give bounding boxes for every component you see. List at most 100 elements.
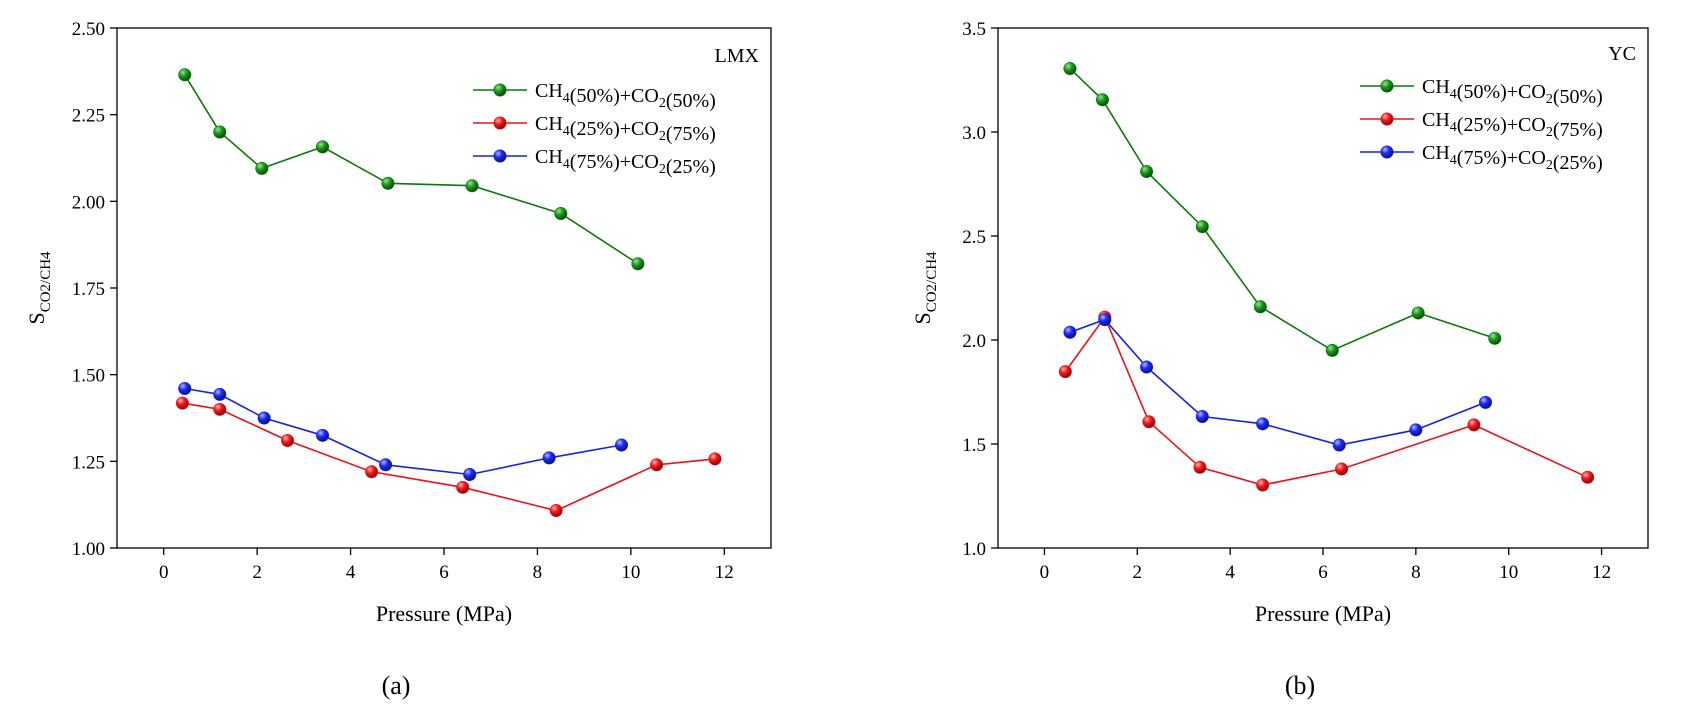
data-point	[365, 465, 379, 479]
data-point	[615, 438, 629, 452]
data-point	[456, 480, 470, 494]
data-point	[1256, 478, 1270, 492]
x-tick-label: 2	[252, 562, 262, 583]
data-point	[1256, 417, 1270, 431]
data-point	[1467, 418, 1481, 432]
data-point	[1332, 438, 1346, 452]
data-point	[650, 458, 664, 472]
y-tick-label: 3.5	[962, 19, 986, 40]
data-point	[213, 125, 227, 139]
x-axis-label: Pressure (MPa)	[376, 601, 512, 626]
data-point	[316, 428, 330, 442]
series-3	[178, 382, 629, 482]
data-point	[1411, 306, 1425, 320]
legend-marker	[493, 149, 507, 163]
legend-label: CH4(50%)+CO2(50%)	[535, 80, 716, 112]
series-line	[184, 387, 622, 476]
series-2	[1058, 310, 1595, 492]
y-tick-label: 1.50	[72, 366, 105, 387]
data-point	[708, 452, 722, 466]
y-tick-label: 1.0	[962, 539, 986, 560]
x-axis-label: Pressure (MPa)	[1255, 601, 1391, 626]
legend-marker	[493, 83, 507, 97]
data-point	[379, 458, 393, 472]
y-axis-label: SCO2/CH4	[24, 251, 54, 325]
series-line	[1069, 318, 1486, 446]
y-tick-label: 2.0	[962, 331, 986, 352]
data-point	[255, 161, 269, 175]
legend-label: CH4(50%)+CO2(50%)	[1422, 76, 1603, 108]
data-point	[281, 434, 295, 448]
data-point	[1058, 365, 1072, 379]
series-line	[1069, 68, 1496, 352]
x-tick-label: 8	[533, 562, 543, 583]
series-1	[178, 68, 645, 271]
y-tick-label: 3.0	[962, 123, 986, 144]
series-line	[1064, 315, 1588, 486]
x-tick-label: 0	[1040, 562, 1050, 583]
data-point	[1195, 220, 1209, 234]
x-tick-label: 12	[715, 562, 734, 583]
y-tick-label: 2.50	[72, 19, 105, 40]
sample-annotation: LMX	[715, 45, 760, 67]
y-tick-label: 2.25	[72, 106, 105, 127]
data-point	[463, 468, 477, 482]
data-point	[1325, 343, 1339, 357]
data-point	[1409, 423, 1423, 437]
data-point	[542, 451, 556, 465]
series-line	[182, 402, 715, 512]
data-point	[465, 179, 479, 193]
x-tick-label: 10	[621, 562, 640, 583]
series-2	[175, 396, 722, 518]
data-point	[381, 176, 395, 190]
y-tick-label: 2.5	[962, 227, 986, 248]
data-point	[1195, 410, 1209, 424]
y-tick-label: 1.00	[72, 539, 105, 560]
legend-marker	[1380, 79, 1394, 93]
legend-entry: CH4(75%)+CO2(25%)	[1360, 142, 1603, 174]
data-point	[554, 206, 568, 220]
y-tick-label: 1.75	[72, 279, 105, 300]
panel-label: (a)	[382, 671, 411, 700]
data-point	[1098, 313, 1112, 327]
legend-label: CH4(25%)+CO2(75%)	[535, 113, 716, 145]
data-point	[1335, 462, 1349, 476]
chart-panel-b: 0 2 4 6 8 10 12 1.0 1.5 2.0 2.5 3.0 3.5 Pressure (MPa…	[910, 19, 1649, 700]
data-point	[1063, 325, 1077, 339]
data-point	[178, 382, 192, 396]
data-point	[316, 140, 330, 154]
y-tick-label: 2.00	[72, 192, 105, 213]
x-tick-label: 2	[1133, 562, 1143, 583]
legend-marker	[1380, 112, 1394, 126]
y-axis-label: SCO2/CH4	[910, 251, 940, 325]
data-point	[213, 402, 227, 416]
x-tick-label: 0	[159, 562, 169, 583]
data-point	[1193, 460, 1207, 474]
legend-label: CH4(75%)+CO2(25%)	[535, 146, 716, 178]
data-point	[549, 504, 563, 518]
data-point	[1140, 360, 1154, 374]
legend-entry: CH4(50%)+CO2(50%)	[1360, 76, 1603, 108]
legend-label: CH4(25%)+CO2(75%)	[1422, 109, 1603, 141]
data-point	[178, 68, 192, 82]
x-tick-label: 10	[1499, 562, 1518, 583]
data-point	[1095, 93, 1109, 107]
chart-panel-a: 0 2 4 6 8 10 12 1.00 1.25 1.50 1.75 2.00 2.25 2.50 Pre…	[24, 19, 772, 700]
series-line	[184, 74, 639, 265]
x-tick-label: 12	[1592, 562, 1611, 583]
x-tick-label: 4	[1225, 562, 1235, 583]
data-point	[1488, 331, 1502, 345]
x-tick-label: 6	[1318, 562, 1328, 583]
legend-label: CH4(75%)+CO2(25%)	[1422, 142, 1603, 174]
data-point	[213, 387, 227, 401]
panel-label: (b)	[1285, 671, 1315, 700]
legend-entry: CH4(25%)+CO2(75%)	[473, 113, 716, 145]
data-point	[1063, 62, 1077, 76]
x-tick-label: 6	[439, 562, 449, 583]
x-tick-label: 4	[346, 562, 356, 583]
data-point	[631, 257, 645, 271]
legend-entry: CH4(50%)+CO2(50%)	[473, 80, 716, 112]
series-3	[1063, 313, 1493, 452]
series-1	[1063, 62, 1502, 357]
